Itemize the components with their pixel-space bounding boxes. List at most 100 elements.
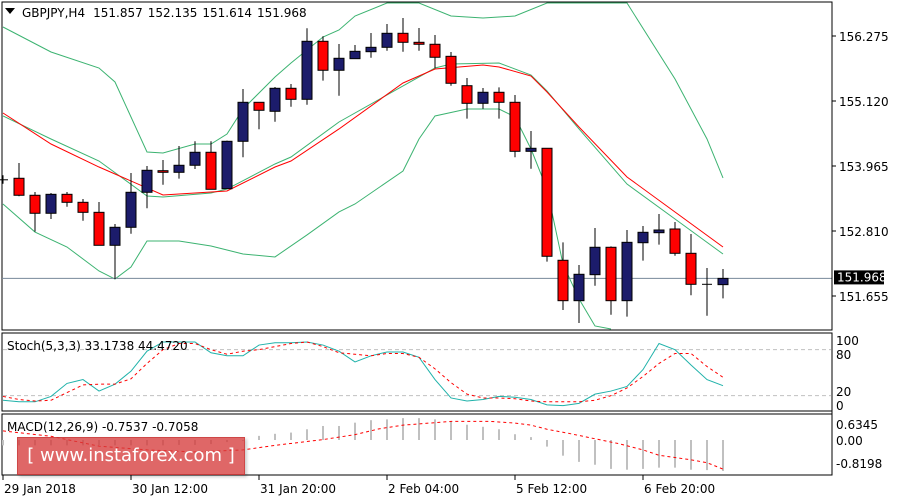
price-tick-label: 155.120 <box>839 95 889 109</box>
macd-histogram-bar <box>546 440 548 447</box>
candle-body <box>285 87 297 100</box>
macd-histogram-bar <box>370 420 372 440</box>
candle-body <box>493 91 505 103</box>
candle <box>429 34 441 69</box>
macd-histogram-bar <box>498 429 500 440</box>
candle-body <box>573 273 585 302</box>
candle <box>29 192 41 232</box>
stochastic-panel-frame <box>1 332 833 412</box>
stochastic-panel[interactable]: Stoch(5,3,3) 33.1738 44.4720 100 80 20 0 <box>1 332 859 413</box>
candle <box>157 159 169 185</box>
candle-body <box>541 147 553 257</box>
candle <box>301 28 313 105</box>
candle-body <box>685 252 697 285</box>
macd-histogram-bar <box>450 421 452 440</box>
candle-body <box>637 231 649 244</box>
stoch-main-line <box>2 341 724 407</box>
macd-histogram-bar <box>290 432 292 440</box>
candle <box>461 77 473 119</box>
candle-body <box>557 259 569 302</box>
candle-body <box>605 246 617 302</box>
candle <box>413 28 425 51</box>
macd-histogram-bar <box>274 433 276 440</box>
candle-body <box>61 193 73 203</box>
candle-body <box>77 201 89 213</box>
macd-histogram-bar <box>562 440 564 456</box>
candle-body <box>445 55 457 84</box>
macd-histogram-bar <box>674 440 676 468</box>
current-price-label: 151.968 <box>837 270 887 284</box>
candle-body <box>157 170 169 173</box>
macd-histogram-bar <box>386 419 388 440</box>
candle-body <box>669 228 681 254</box>
stoch-axis-0: 0 <box>836 399 844 413</box>
candle-body <box>589 246 601 276</box>
macd-histogram-bar <box>466 424 468 440</box>
price-tick-label: 151.655 <box>839 290 889 304</box>
price-panel[interactable]: GBPJPY,H4 151.857 152.135 151.614 151.968 15… <box>0 1 889 331</box>
candle <box>77 198 89 221</box>
current-price-badge <box>834 270 884 285</box>
macd-histogram-bar <box>2 440 4 446</box>
candle-body <box>29 194 41 214</box>
candle-body <box>269 87 281 112</box>
candle <box>349 45 361 60</box>
macd-label: MACD(12,26,9) -0.7537 -0.7058 <box>7 420 198 434</box>
macd-axis-min: -0.8198 <box>836 457 882 471</box>
macd-histogram-bar <box>306 429 308 440</box>
time-tick-label: 6 Feb 20:00 <box>644 482 715 496</box>
bollinger-bands <box>2 2 724 330</box>
macd-histogram-bar <box>642 440 644 469</box>
candle <box>333 43 345 96</box>
candle <box>637 226 649 261</box>
price-tick-label: 152.810 <box>839 225 889 239</box>
macd-histogram-bar <box>658 440 660 468</box>
candle <box>173 145 185 179</box>
time-tick-label: 29 Jan 2018 <box>4 482 76 496</box>
candle-body <box>189 151 201 166</box>
candle <box>653 214 665 245</box>
candle <box>397 17 409 52</box>
candle-body <box>413 41 425 45</box>
candle-body <box>141 169 153 193</box>
price-tick-label: 153.965 <box>839 160 889 174</box>
price-axis: 156.275 155.120 153.965 152.810 151.655 151.9… <box>831 2 889 330</box>
candle-body <box>509 101 521 152</box>
macd-histogram-bar <box>482 426 484 440</box>
candle <box>237 89 249 158</box>
candle-body <box>333 57 345 71</box>
candle <box>61 192 73 207</box>
stochastic-label: Stoch(5,3,3) 33.1738 44.4720 <box>7 339 188 353</box>
time-tick-label: 5 Feb 12:00 <box>516 482 587 496</box>
candle-body <box>45 193 57 214</box>
macd-histogram-bar <box>258 435 260 440</box>
instaforex-watermark-logo: [ www.instaforex.com ] <box>17 437 245 475</box>
candle <box>205 141 217 190</box>
collapse-triangle-icon[interactable] <box>5 8 15 14</box>
candle-body <box>253 101 265 111</box>
candle-body <box>125 191 137 228</box>
macd-histogram-bar <box>418 418 420 440</box>
candle <box>93 201 105 246</box>
macd-histogram-bar <box>610 440 612 469</box>
candle <box>189 141 201 169</box>
candle <box>221 140 233 190</box>
candle-body <box>477 91 489 104</box>
candle-body <box>173 164 185 173</box>
candle-body <box>317 40 329 71</box>
candle <box>669 222 681 256</box>
stoch-axis-80: 80 <box>836 348 851 362</box>
candle-body <box>365 46 377 53</box>
candle <box>525 131 537 169</box>
macd-histogram-bar <box>354 422 356 440</box>
candle <box>621 229 633 317</box>
price-tick-label: 156.275 <box>839 30 889 44</box>
candle <box>509 94 521 158</box>
time-tick-label: 30 Jan 12:00 <box>132 482 208 496</box>
stoch-axis-100: 100 <box>836 334 859 348</box>
candle <box>269 86 281 122</box>
bollinger-upper-line <box>2 2 724 179</box>
time-tick-label: 2 Feb 04:00 <box>388 482 459 496</box>
candle <box>557 242 569 310</box>
